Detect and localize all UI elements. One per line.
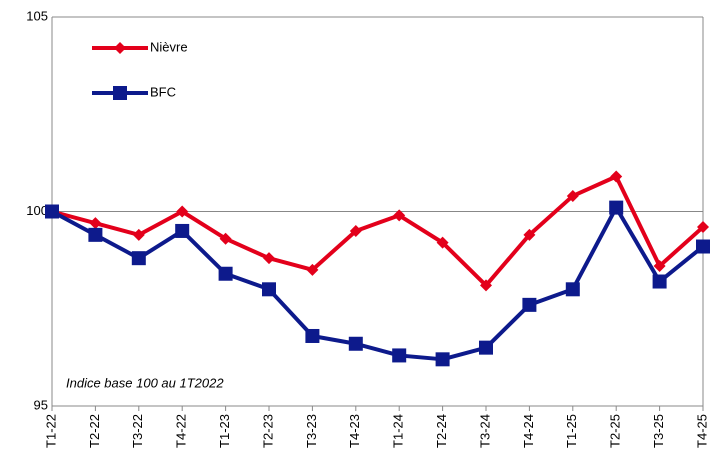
data-point [566, 189, 579, 202]
data-point [609, 200, 624, 215]
x-tick-label: T2-25 [608, 414, 623, 448]
legend-marker [114, 42, 126, 54]
data-point [131, 251, 146, 266]
x-tick-label: T1-22 [43, 414, 58, 448]
x-tick-label: T3-23 [304, 414, 319, 448]
data-point [522, 297, 537, 312]
data-point [88, 227, 103, 242]
x-tick-label: T3-25 [651, 414, 666, 448]
data-point [89, 217, 102, 230]
annotation: Indice base 100 au 1T2022 [66, 375, 224, 390]
data-point [262, 282, 276, 297]
x-tick-label: T1-23 [217, 414, 232, 448]
data-point [696, 239, 710, 254]
data-point [392, 348, 407, 363]
legend-label: Nièvre [150, 39, 188, 54]
data-point [305, 328, 320, 343]
data-point [480, 279, 492, 292]
data-point [697, 221, 709, 234]
x-tick-label: T2-23 [260, 414, 275, 448]
legend-marker [113, 86, 127, 100]
data-point [45, 204, 59, 219]
data-point [218, 266, 233, 281]
y-tick-label: 100 [26, 203, 48, 218]
legend-label: BFC [150, 84, 176, 99]
data-point [610, 170, 623, 183]
data-point [652, 274, 667, 289]
y-tick-label: 105 [26, 8, 48, 23]
x-tick-label: T2-24 [434, 414, 449, 448]
data-point [435, 352, 450, 367]
x-tick-label: T1-25 [564, 414, 579, 448]
x-tick-label: T3-24 [477, 414, 492, 448]
x-tick-label: T4-23 [347, 414, 362, 448]
data-point [653, 259, 666, 272]
y-tick-label: 95 [34, 397, 48, 412]
data-point [263, 252, 275, 265]
data-point [523, 228, 536, 241]
data-point [175, 223, 190, 238]
data-point [349, 224, 362, 237]
x-tick-label: T4-25 [694, 414, 709, 448]
data-point [132, 228, 145, 241]
data-point [176, 205, 189, 218]
data-point [393, 209, 406, 222]
x-tick-label: T1-24 [391, 414, 406, 448]
x-tick-label: T2-22 [87, 414, 102, 448]
series-line [51, 205, 705, 362]
data-point [219, 232, 232, 245]
data-point [348, 336, 363, 351]
data-point [479, 340, 493, 355]
x-tick-label: T4-24 [521, 414, 536, 448]
x-tick-label: T3-22 [130, 414, 145, 448]
data-point [306, 263, 319, 276]
data-point [436, 236, 449, 249]
series-line [51, 174, 705, 288]
data-point [565, 282, 580, 297]
x-tick-label: T4-22 [174, 414, 189, 448]
